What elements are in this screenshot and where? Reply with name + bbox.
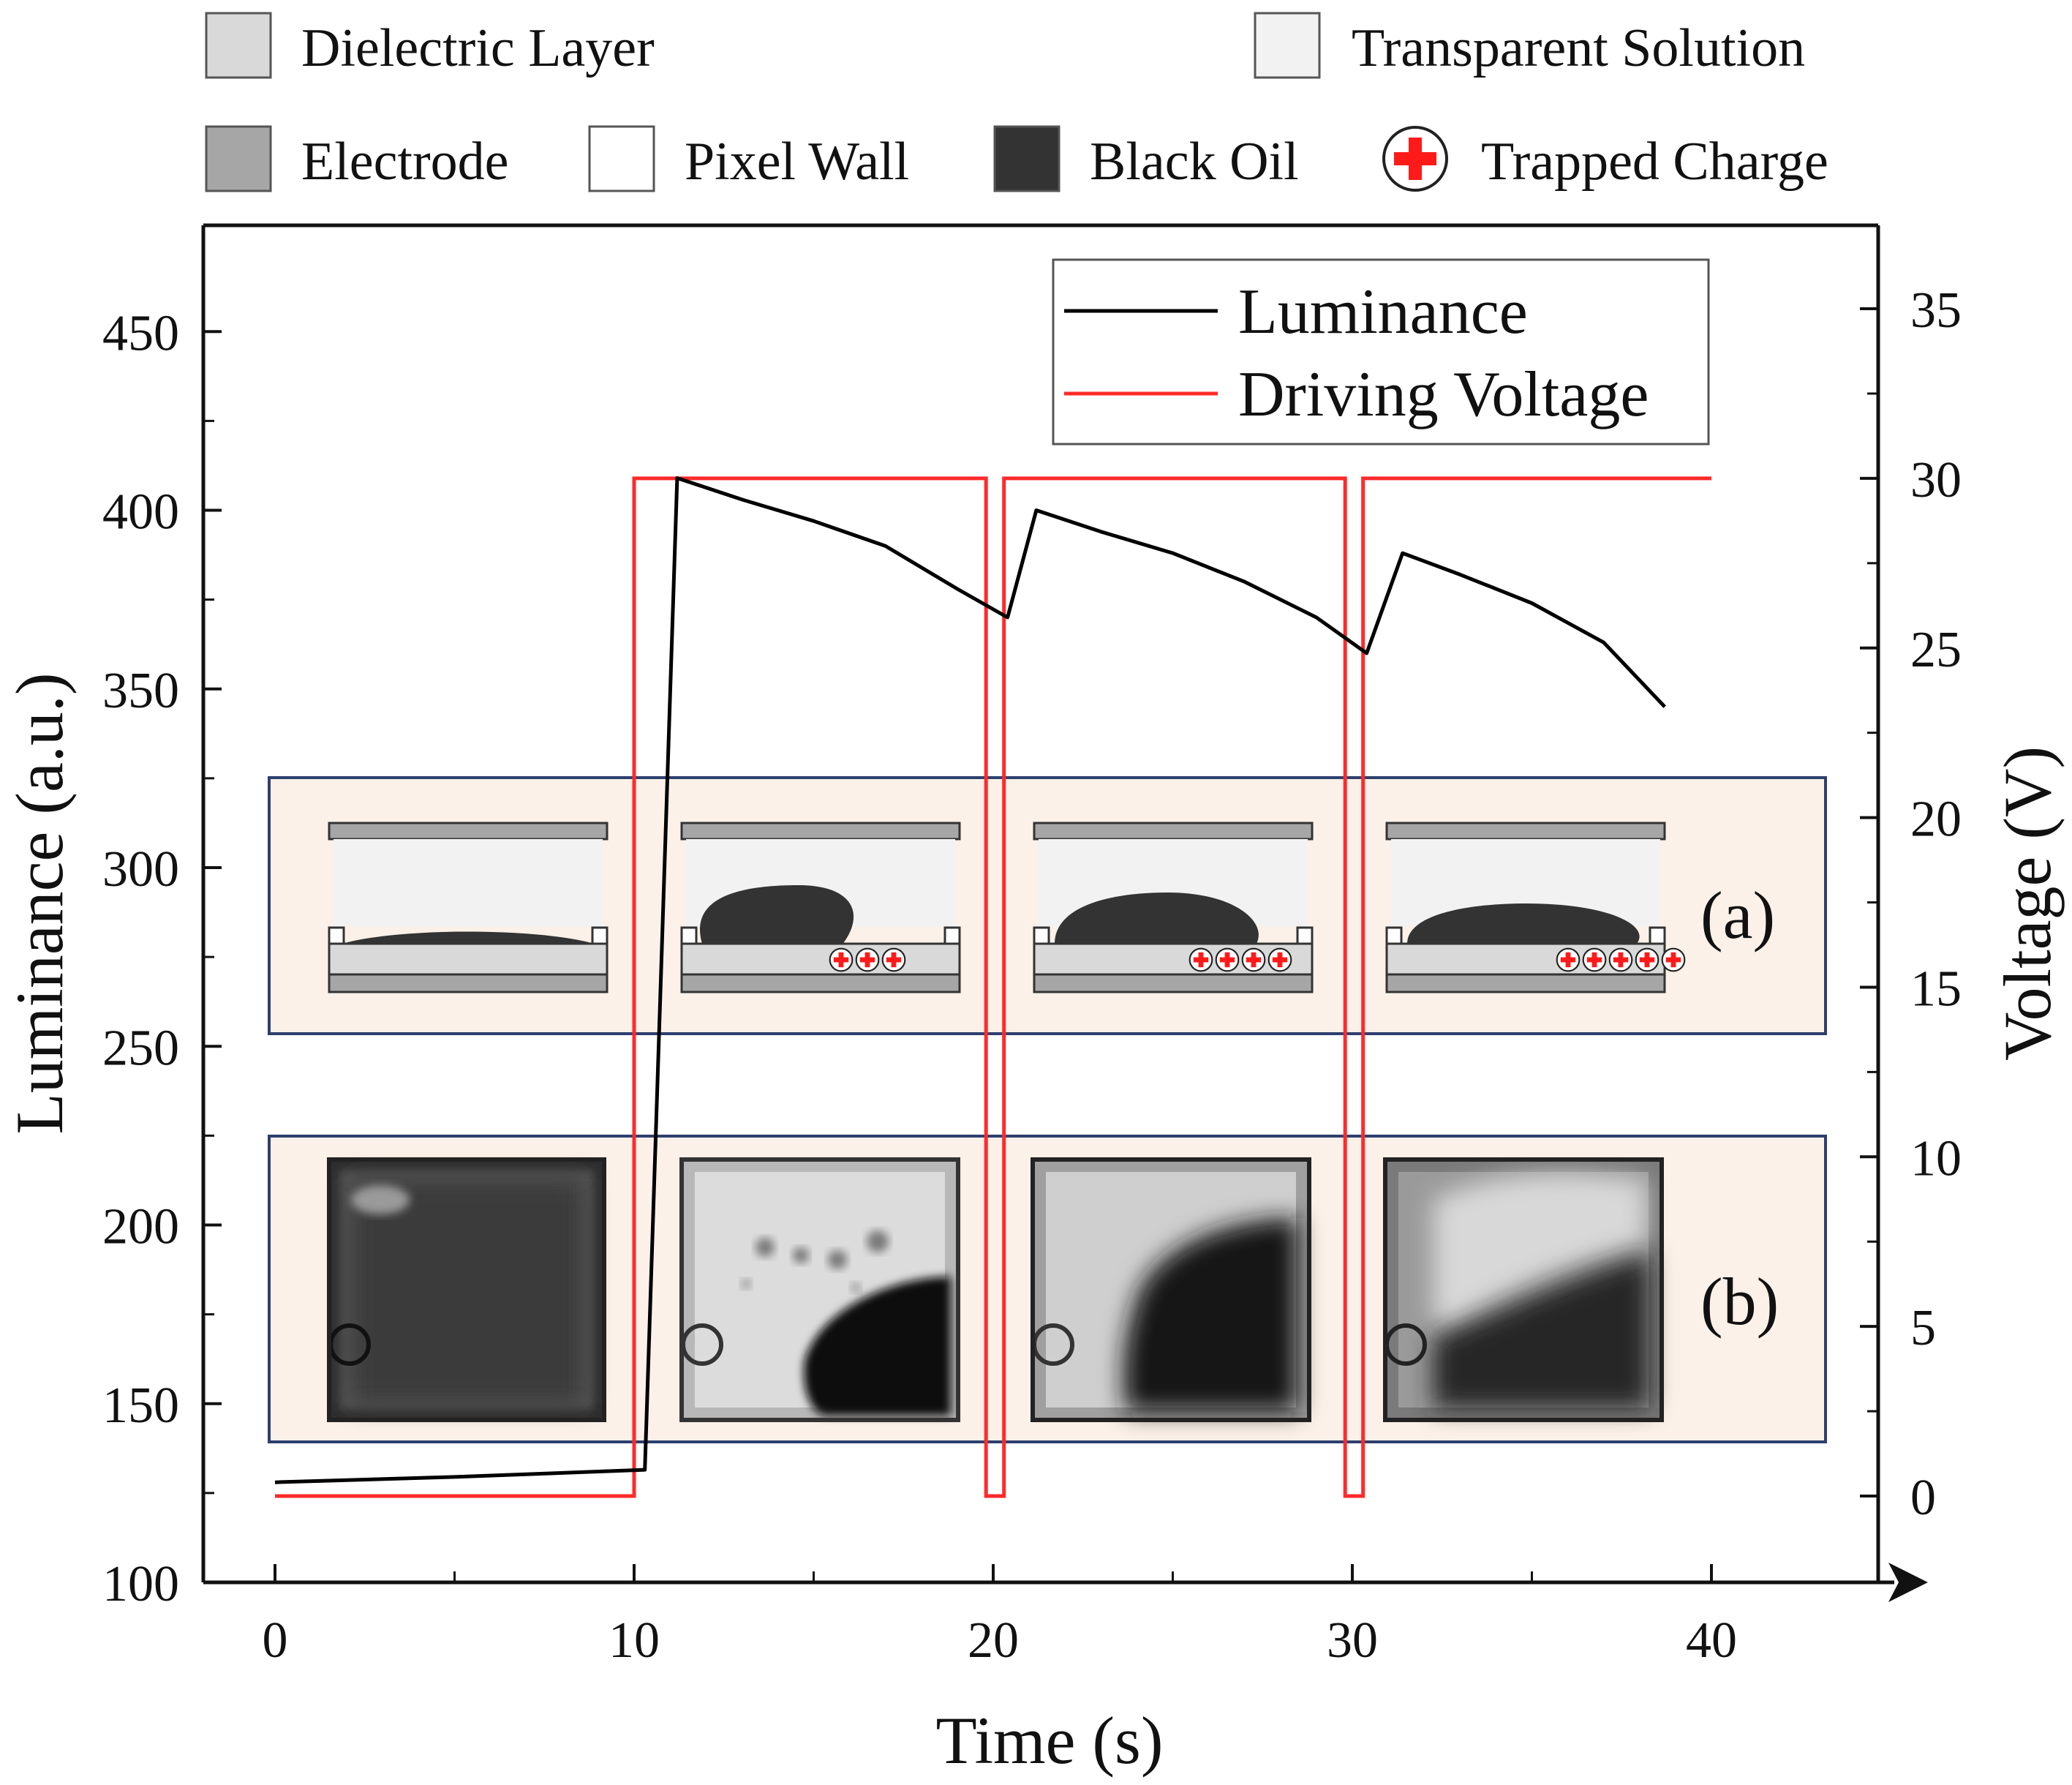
y-left-tick-label-300: 300 <box>102 841 179 898</box>
y-left-tick-label-150: 150 <box>102 1378 179 1434</box>
pixel-photo-on-3 <box>1383 1157 1664 1422</box>
pixel-photo-on-2 <box>1031 1157 1311 1422</box>
y-left-tick-label-350: 350 <box>102 663 179 719</box>
inset-schematic-a: (a) <box>268 776 1827 1035</box>
transparent-solution-label: Transparent Solution <box>1352 18 1805 78</box>
y-left-tick-label-200: 200 <box>102 1199 179 1255</box>
x-axis-title: Time (s) <box>936 1703 1164 1778</box>
y-left-tick-label-250: 250 <box>102 1020 179 1076</box>
electrode-label: Electrode <box>301 132 509 192</box>
trapped-charge-icon <box>855 947 880 972</box>
pixel-wall-swatch <box>588 125 655 192</box>
trapped-charge-icon <box>1215 947 1240 972</box>
plot-frame <box>201 223 1928 1602</box>
inset-label-a: (a) <box>1700 878 1775 952</box>
pixel-photo-on-1 <box>679 1157 960 1422</box>
series-line-luminance <box>274 476 1667 1484</box>
inset-photos-b: (b) <box>268 1135 1827 1443</box>
chart-legend: Luminance Driving Voltage <box>1052 258 1710 446</box>
pixel-schematic-state-1 <box>328 822 609 993</box>
trapped-charge-icon <box>1608 947 1633 972</box>
y-right-tick-label-25: 25 <box>1910 622 1962 678</box>
pixel-schematic-state-3 <box>1033 822 1314 993</box>
legend-item-dielectric-layer: Dielectric Layer <box>205 12 655 79</box>
y-right-tick-label-15: 15 <box>1910 961 1962 1017</box>
legend-item-pixel-wall: Pixel Wall <box>588 125 909 192</box>
legend-item-black-oil: Black Oil <box>993 125 1299 192</box>
trapped-charge-icon <box>1556 947 1581 972</box>
x-tick-label-0: 0 <box>263 1612 288 1669</box>
pixel-schematic-state-4 <box>1385 822 1686 993</box>
y-right-tick-label-5: 5 <box>1910 1300 1936 1356</box>
trapped-charge-icon <box>1382 126 1448 192</box>
x-tick-label-20: 20 <box>968 1612 1019 1669</box>
electrode-swatch <box>205 125 272 192</box>
black-oil-swatch <box>993 125 1061 192</box>
y-axis-right-title: Voltage (V) <box>1990 746 2065 1061</box>
transparent-solution-swatch <box>1254 12 1321 79</box>
trapped-charge-icon <box>1661 947 1686 972</box>
chart-legend-box <box>1052 258 1710 446</box>
trapped-charge-icon <box>1635 947 1660 972</box>
trapped-charge-icon <box>1267 947 1292 972</box>
x-axis-arrow-icon <box>1888 1563 1928 1602</box>
y-left-tick-label-450: 450 <box>102 305 179 361</box>
dielectric-layer-label: Dielectric Layer <box>301 18 655 78</box>
inset-label-b: (b) <box>1700 1264 1779 1339</box>
trapped-charge-label: Trapped Charge <box>1481 132 1828 192</box>
trapped-charge-icon <box>1188 947 1213 972</box>
dielectric-layer-swatch <box>205 12 272 79</box>
series-line-driving-voltage <box>275 476 1711 1498</box>
black-oil-label: Black Oil <box>1090 132 1299 192</box>
trapped-charge-icon <box>1582 947 1607 972</box>
pixel-schematic-state-2 <box>680 822 961 993</box>
y-right-tick-label-30: 30 <box>1910 452 1962 508</box>
legend-label-driving-voltage: Driving Voltage <box>1238 359 1649 430</box>
material-legend: Dielectric Layer Transparent Solution El… <box>205 12 1828 192</box>
y-right-tick-label-10: 10 <box>1910 1130 1962 1187</box>
y-right-tick-label-35: 35 <box>1910 282 1962 339</box>
x-tick-label-40: 40 <box>1686 1612 1737 1669</box>
y-left-tick-label-400: 400 <box>102 484 179 541</box>
y-axis-left-title: Luminance (a.u.) <box>2 673 77 1135</box>
x-tick-label-10: 10 <box>609 1612 660 1669</box>
trapped-charge-icon <box>829 947 854 972</box>
legend-item-transparent-solution: Transparent Solution <box>1254 12 1805 79</box>
legend-item-electrode: Electrode <box>205 125 509 192</box>
legend-item-trapped-charge: Trapped Charge <box>1382 126 1828 192</box>
trapped-charge-icon <box>881 947 906 972</box>
pixel-photo-off <box>327 1157 606 1422</box>
pixel-wall-label: Pixel Wall <box>685 132 909 192</box>
y-right-tick-label-20: 20 <box>1910 792 1962 848</box>
series-layer <box>274 476 1711 1498</box>
y-right-tick-label-0: 0 <box>1910 1470 1936 1526</box>
legend-label-luminance: Luminance <box>1238 277 1528 347</box>
y-left-tick-label-100: 100 <box>102 1556 179 1612</box>
trapped-charge-icon <box>1241 947 1266 972</box>
x-tick-label-30: 30 <box>1327 1612 1378 1669</box>
axis-ticks: 0 10 20 30 40 100 150 200 250 300 350 400 450 0 5 10 15 2… <box>102 282 1962 1669</box>
